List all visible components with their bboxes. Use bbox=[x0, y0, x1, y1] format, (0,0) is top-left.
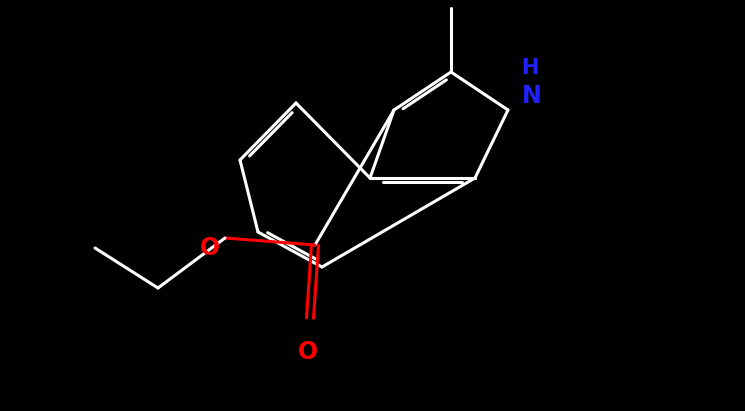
Text: H: H bbox=[522, 58, 539, 78]
Text: O: O bbox=[298, 340, 318, 364]
Text: O: O bbox=[200, 236, 220, 260]
Text: N: N bbox=[522, 84, 542, 108]
